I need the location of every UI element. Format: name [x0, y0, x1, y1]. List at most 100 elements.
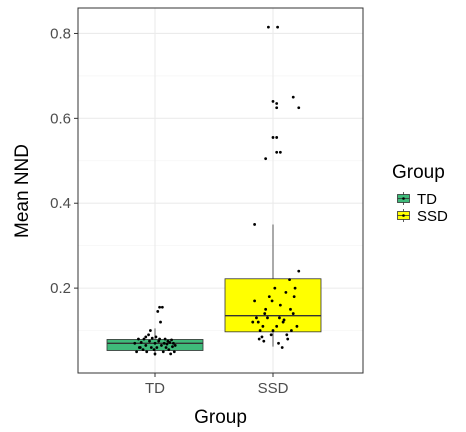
data-point-ssd	[278, 303, 282, 307]
data-point-ssd	[267, 295, 271, 299]
data-point-ssd	[263, 312, 267, 315]
data-point-ssd	[251, 320, 255, 324]
data-point-td	[163, 337, 167, 341]
data-point-ssd	[271, 329, 275, 332]
y-axis-title: Mean NND	[12, 144, 33, 238]
data-point-td	[149, 329, 152, 332]
data-point-td	[144, 344, 148, 347]
y-tick-label: 0.2	[50, 280, 71, 297]
data-point-td	[161, 350, 165, 354]
data-point-ssd	[275, 106, 279, 110]
legend-label: TD	[417, 191, 437, 208]
data-point-ssd	[256, 320, 260, 324]
data-point-ssd	[284, 290, 288, 294]
data-point-td	[171, 345, 174, 349]
data-point-ssd	[264, 157, 268, 161]
data-point-ssd	[286, 337, 290, 341]
data-point-ssd	[275, 324, 279, 328]
data-point-ssd	[290, 329, 293, 332]
legend-key-point	[402, 197, 405, 200]
data-point-td	[168, 341, 172, 344]
data-point-td	[153, 352, 157, 356]
data-point-ssd	[277, 341, 280, 345]
data-point-ssd	[295, 324, 299, 328]
data-point-ssd	[276, 25, 279, 29]
data-point-td	[158, 337, 162, 341]
data-point-ssd	[293, 286, 297, 290]
legend-label: SSD	[417, 208, 448, 225]
data-point-td	[144, 335, 148, 339]
data-point-ssd	[292, 295, 296, 299]
data-point-td	[167, 348, 171, 352]
legend-title: Group	[392, 162, 445, 183]
data-point-ssd	[258, 329, 262, 332]
boxes	[106, 224, 322, 357]
data-point-ssd	[264, 307, 268, 311]
data-point-ssd	[282, 318, 286, 322]
data-point-ssd	[270, 299, 274, 303]
data-point-ssd	[266, 316, 269, 320]
data-point-td	[158, 305, 162, 309]
data-point-td	[172, 341, 175, 345]
panel-border	[77, 7, 364, 374]
data-point-ssd	[278, 150, 282, 154]
y-axis: 0.2 0.4 0.6 0.8	[50, 25, 78, 297]
points	[133, 25, 301, 356]
data-point-td	[155, 346, 159, 349]
data-point-ssd	[271, 99, 275, 103]
data-point-td	[156, 310, 160, 313]
data-point-td	[170, 338, 173, 342]
data-point-td	[173, 344, 177, 347]
data-point-td	[162, 341, 166, 345]
data-point-td	[139, 341, 143, 344]
data-point-ssd	[281, 320, 285, 324]
data-point-td	[165, 342, 169, 346]
data-point-ssd	[261, 324, 265, 328]
data-point-td	[145, 350, 149, 354]
data-point-ssd	[288, 278, 291, 282]
data-point-td	[172, 350, 176, 354]
data-point-ssd	[267, 25, 270, 29]
data-point-ssd	[291, 312, 295, 315]
data-point-td	[135, 350, 139, 354]
data-point-td	[141, 348, 145, 352]
data-point-td	[169, 352, 173, 356]
data-point-ssd	[291, 95, 295, 99]
data-point-td	[137, 337, 140, 341]
data-point-ssd	[269, 333, 273, 337]
legend-item-ssd: SSD	[396, 208, 448, 225]
y-tick-label: 0.6	[50, 110, 71, 127]
data-point-td	[159, 320, 162, 324]
box-body	[224, 278, 322, 333]
data-point-td	[133, 341, 137, 345]
data-point-td	[142, 337, 146, 341]
data-point-td	[154, 335, 158, 339]
legend-item-td: TD	[396, 191, 437, 208]
data-point-ssd	[275, 150, 279, 154]
data-point-td	[160, 344, 163, 347]
y-tick-label: 0.4	[50, 195, 71, 212]
data-point-ssd	[255, 316, 258, 320]
data-point-td	[157, 339, 161, 343]
data-point-ssd	[253, 223, 256, 226]
data-point-td	[153, 341, 157, 345]
data-point-ssd	[297, 269, 301, 273]
data-point-ssd	[271, 136, 275, 139]
data-point-ssd	[262, 339, 266, 343]
y-tick-label: 0.8	[50, 25, 71, 42]
legend-key-point	[402, 214, 405, 217]
data-point-td	[149, 346, 153, 349]
data-point-td	[152, 348, 156, 352]
data-point-ssd	[285, 333, 289, 337]
data-point-ssd	[260, 335, 264, 339]
box-ssd	[224, 224, 322, 347]
data-point-ssd	[275, 136, 279, 139]
x-axis: TD SSD	[145, 373, 289, 397]
x-axis-title: Group	[194, 407, 247, 428]
data-point-td	[137, 346, 141, 349]
data-point-ssd	[273, 286, 277, 290]
data-point-td	[148, 339, 151, 343]
